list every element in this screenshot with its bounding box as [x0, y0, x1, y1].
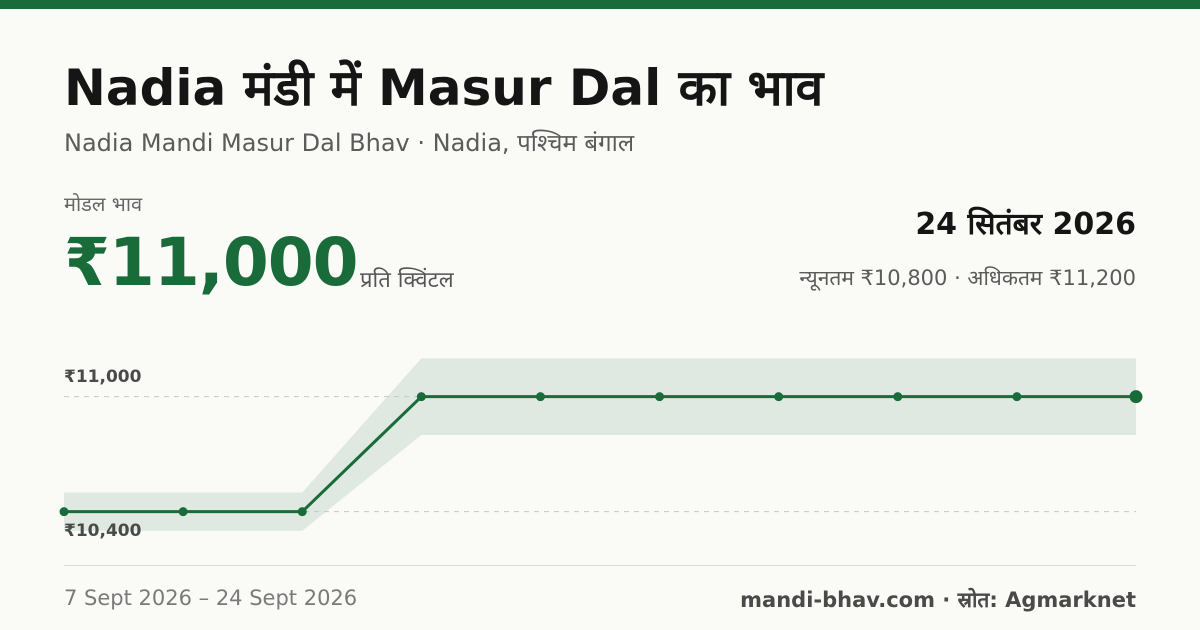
price-chart-svg — [59, 358, 1143, 531]
modal-price-label: मोडल भाव — [64, 192, 143, 216]
price-line — [64, 395, 1136, 514]
data-point — [535, 392, 545, 402]
page-subtitle: Nadia Mandi Masur Dal Bhav · Nadia, पश्च… — [64, 129, 635, 157]
price-chart: ₹11,000 ₹10,400 — [0, 320, 1200, 550]
modal-price-value: ₹11,000 — [64, 224, 359, 301]
page-title: Nadia मंडी में Masur Dal का भाव — [64, 59, 824, 117]
footer-divider — [64, 565, 1136, 566]
top-accent-bar — [0, 0, 1200, 9]
data-point — [893, 392, 903, 402]
data-point — [655, 392, 665, 402]
price-date: 24 सितंबर 2026 — [915, 207, 1136, 242]
date-period: 7 Sept 2026 – 24 Sept 2026 — [64, 586, 358, 610]
source-credit: mandi-bhav.com · स्रोत: Agmarknet — [740, 588, 1136, 612]
data-point — [178, 507, 188, 517]
data-point — [297, 507, 307, 517]
price-range: न्यूनतम ₹10,800 · अधिकतम ₹11,200 — [799, 266, 1136, 290]
data-point — [1129, 390, 1143, 404]
y-label-top: ₹11,000 — [64, 366, 142, 387]
price-unit: प्रति क्विंटल — [360, 268, 454, 293]
data-point — [416, 392, 426, 402]
min-max-band — [64, 358, 1136, 531]
data-point — [774, 392, 784, 402]
data-point — [59, 507, 69, 517]
data-point — [1012, 392, 1022, 402]
y-label-bottom: ₹10,400 — [64, 520, 142, 541]
